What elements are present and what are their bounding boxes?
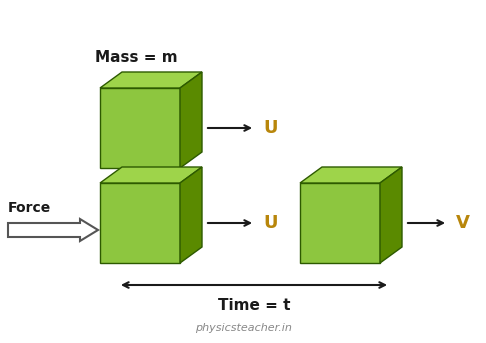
Polygon shape xyxy=(180,72,202,168)
Polygon shape xyxy=(100,72,202,88)
Polygon shape xyxy=(100,167,202,183)
Polygon shape xyxy=(300,167,402,183)
Text: U: U xyxy=(263,214,278,232)
Text: Force: Force xyxy=(8,201,51,215)
Polygon shape xyxy=(300,183,380,263)
Text: Mass = m: Mass = m xyxy=(95,50,177,65)
FancyArrow shape xyxy=(8,219,98,241)
Polygon shape xyxy=(380,167,402,263)
Polygon shape xyxy=(100,88,180,168)
Polygon shape xyxy=(180,167,202,263)
Text: physicsteacher.in: physicsteacher.in xyxy=(194,323,292,333)
Text: U: U xyxy=(263,119,278,137)
Polygon shape xyxy=(100,183,180,263)
Text: V: V xyxy=(456,214,470,232)
Text: Time = t: Time = t xyxy=(218,298,290,313)
